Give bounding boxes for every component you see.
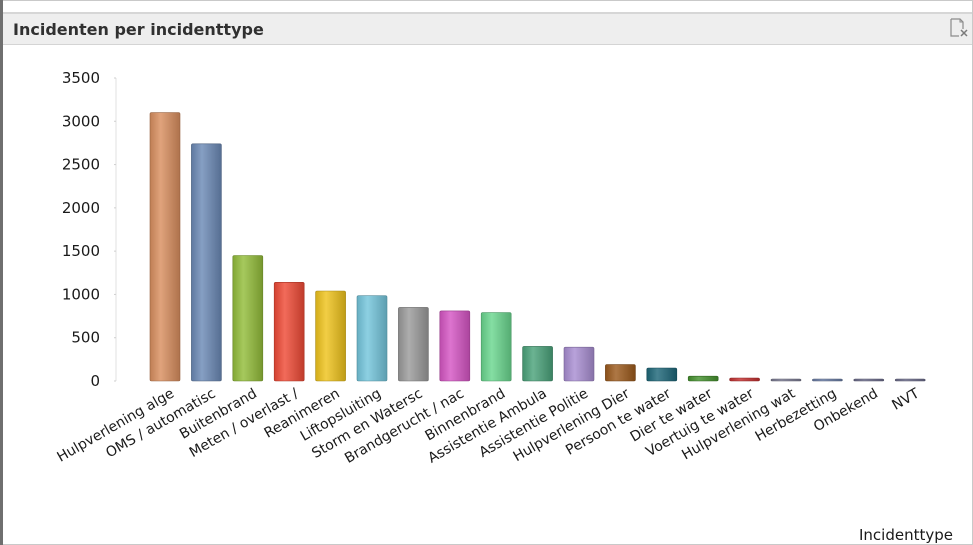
bar-15[interactable] <box>729 377 760 382</box>
bar-3[interactable] <box>232 255 264 382</box>
y-tick-label: 3500 <box>62 69 100 87</box>
bar-5[interactable] <box>315 290 346 382</box>
x-tick-label: NVT <box>889 385 922 413</box>
bar-8[interactable] <box>439 310 471 382</box>
y-tick-label: 1000 <box>62 285 100 303</box>
chart-header: Incidenten per incidenttype <box>3 14 972 45</box>
x-axis-title: Incidenttype <box>859 526 953 544</box>
bar-10[interactable] <box>522 346 553 382</box>
export-clear-icon <box>950 18 968 37</box>
y-tick-label: 1500 <box>62 242 100 260</box>
bar-18[interactable] <box>853 378 885 382</box>
bar-12[interactable] <box>605 364 636 382</box>
bar-2[interactable] <box>191 143 222 382</box>
y-tick-label: 3000 <box>62 112 100 130</box>
chart-title: Incidenten per incidenttype <box>13 20 264 39</box>
y-tick-label: 2500 <box>62 156 100 174</box>
bar-17[interactable] <box>812 378 843 382</box>
y-tick-label: 0 <box>90 372 100 390</box>
bar-14[interactable] <box>687 375 719 382</box>
bar-7[interactable] <box>398 307 429 382</box>
bar-19[interactable] <box>894 378 926 382</box>
bar-4[interactable] <box>273 281 305 382</box>
bar-16[interactable] <box>770 378 802 382</box>
bar-11[interactable] <box>563 346 595 382</box>
header-top-divider <box>3 12 972 14</box>
bar-1[interactable] <box>149 112 181 382</box>
bar-13[interactable] <box>646 367 678 382</box>
bar-6[interactable] <box>356 295 388 382</box>
panel-left-border <box>0 0 3 545</box>
y-tick-label: 2000 <box>62 199 100 217</box>
export-clear-button[interactable] <box>948 17 970 39</box>
bar-9[interactable] <box>480 312 512 382</box>
y-tick-label: 500 <box>71 329 100 347</box>
